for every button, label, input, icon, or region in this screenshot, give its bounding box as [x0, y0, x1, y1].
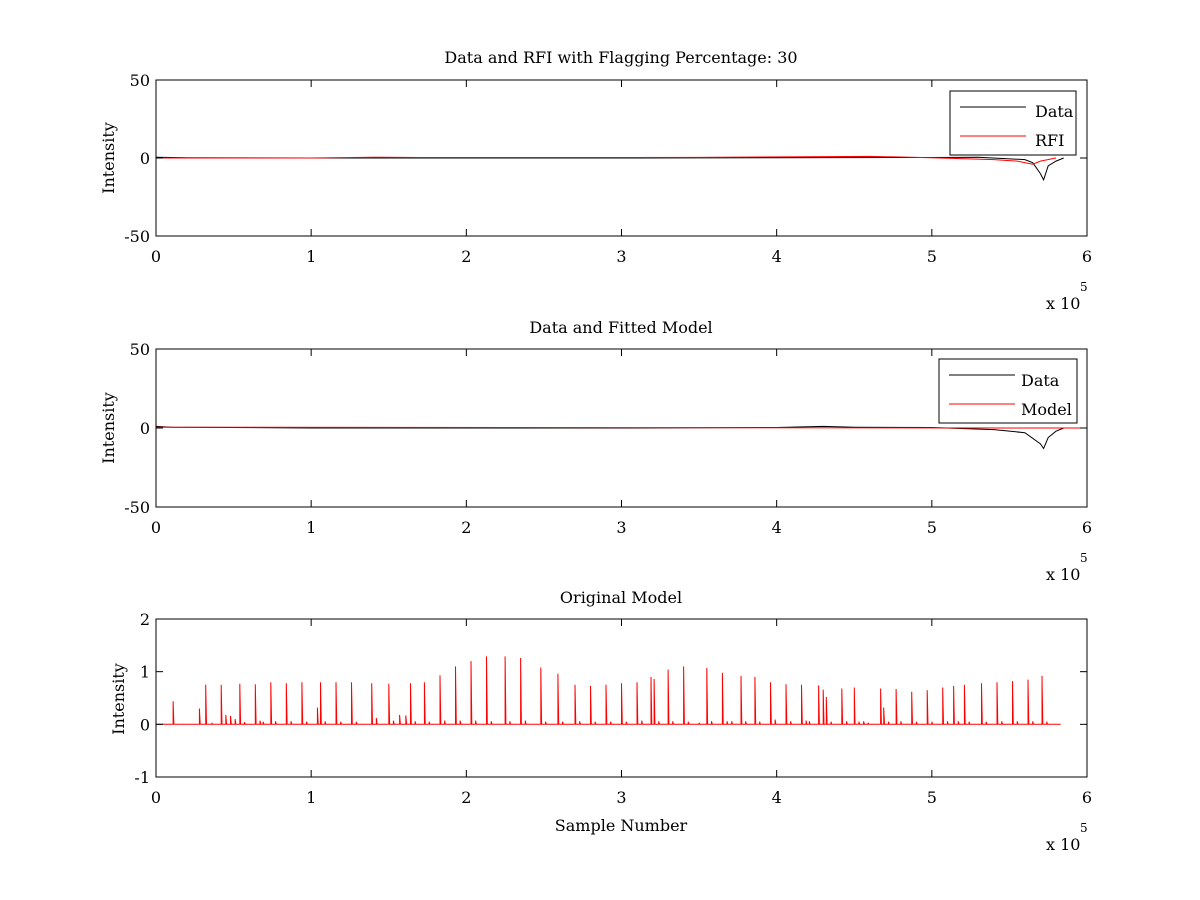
subplot-1-legend-rfi-label: RFI	[1035, 131, 1064, 150]
x-tick-label: 2	[461, 247, 471, 266]
subplot-1-ylabel: Intensity	[99, 122, 118, 194]
x-tick-label: 4	[772, 788, 782, 807]
y-tick-label: 0	[140, 419, 150, 438]
subplot-3-title: Original Model	[560, 588, 682, 607]
subplot-2-legend: Data Model	[938, 358, 1078, 424]
x-tick-label: 5	[927, 788, 937, 807]
x-tick-label: 0	[151, 518, 161, 537]
y-tick-label: 50	[130, 340, 150, 359]
x-tick-label: 1	[306, 518, 316, 537]
subplot-1-legend-data-label: Data	[1035, 102, 1074, 121]
subplot-2-legend-data-label: Data	[1021, 371, 1060, 390]
x-tick-label: 2	[461, 518, 471, 537]
x-tick-label: 0	[151, 788, 161, 807]
x-tick-label: 2	[461, 788, 471, 807]
series-line-model	[156, 656, 1061, 725]
x-tick-label: 5	[927, 518, 937, 537]
subplot-1-legend-box	[949, 90, 1077, 156]
x-tick-label: 0	[151, 247, 161, 266]
subplot-3-ylabel: Intensity	[109, 663, 128, 735]
x-tick-label: 6	[1082, 247, 1092, 266]
x-tick-label: 6	[1082, 518, 1092, 537]
y-tick-label: 1	[140, 663, 150, 682]
x-tick-label: 4	[772, 518, 782, 537]
y-tick-label: -50	[124, 498, 150, 517]
y-tick-label: -1	[134, 768, 150, 787]
y-tick-label: -50	[124, 227, 150, 246]
subplot-3-xlabel: Sample Number	[555, 816, 688, 835]
subplot-3-x-multiplier: x 10	[1046, 835, 1080, 854]
x-tick-label: 4	[772, 247, 782, 266]
x-tick-label: 1	[306, 788, 316, 807]
y-tick-label: 50	[130, 71, 150, 90]
subplot-2-x-multiplier: x 10	[1046, 565, 1080, 584]
series-line-model	[155, 426, 1088, 429]
y-tick-label: 0	[140, 149, 150, 168]
y-tick-label: 0	[140, 715, 150, 734]
subplot-2: Data and Fitted Model Intensity 0 1 2 3 4 5 6 -…	[99, 318, 1092, 584]
series-line-data	[155, 156, 1064, 182]
subplot-3-x-multiplier-exp: 5	[1080, 821, 1088, 835]
subplot-2-title: Data and Fitted Model	[529, 318, 712, 337]
subplot-1-x-multiplier: x 10	[1046, 294, 1080, 313]
subplot-2-x-multiplier-exp: 5	[1080, 551, 1088, 565]
subplot-2-legend-model-label: Model	[1021, 400, 1072, 419]
subplot-2-ylabel: Intensity	[99, 392, 118, 464]
subplot-1-x-multiplier-exp: 5	[1080, 280, 1088, 294]
subplot-1-legend: Data RFI	[949, 90, 1077, 156]
x-tick-label: 1	[306, 247, 316, 266]
x-tick-label: 5	[927, 247, 937, 266]
x-tick-label: 3	[616, 247, 626, 266]
subplot-1: Data and RFI with Flagging Percentage: 3…	[99, 48, 1092, 313]
x-tick-label: 6	[1082, 788, 1092, 807]
y-tick-label: 2	[140, 610, 150, 629]
x-tick-label: 3	[616, 518, 626, 537]
subplot-1-title: Data and RFI with Flagging Percentage: 3…	[444, 48, 797, 67]
x-tick-label: 3	[616, 788, 626, 807]
series-line-rfi	[156, 155, 1057, 165]
subplot-2-legend-box	[938, 358, 1078, 424]
